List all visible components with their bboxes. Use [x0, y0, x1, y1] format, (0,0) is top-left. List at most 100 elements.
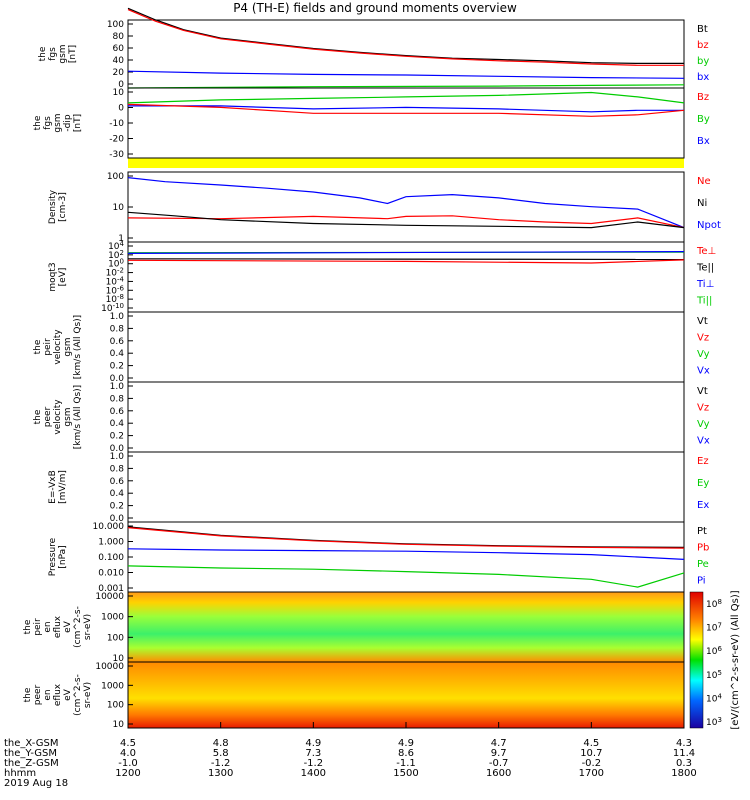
- y-tick-label: -30: [109, 150, 124, 160]
- series-Ti: [127, 251, 685, 254]
- series-By: [127, 91, 685, 104]
- y-axis-label: Pressure[nPa]: [48, 537, 68, 576]
- y-axis-label: thefgsgsm-dip[nT]: [33, 113, 83, 132]
- y-tick-label: 1.000: [98, 538, 124, 548]
- y-tick-label: 0.0: [110, 444, 125, 454]
- series-Pb: [127, 527, 685, 549]
- series-Bx: [128, 105, 684, 113]
- ephemeris-label: hhmm: [4, 768, 36, 779]
- panel-frame: [127, 87, 685, 159]
- y-tick-label: 100: [107, 20, 124, 30]
- status-bar: [128, 158, 684, 168]
- ephemeris-value: 4.3: [676, 738, 692, 749]
- series-by: [127, 84, 685, 89]
- ephemeris-value: 11.4: [673, 748, 695, 759]
- x-tick-label: 1600: [486, 768, 511, 779]
- panel-2: 10 0 -10 -20 -30 thefgsgsm-dip[nT] Bz By Bx: [33, 87, 710, 160]
- ephemeris-value: 4.9: [398, 738, 414, 749]
- series-Te: [127, 259, 685, 264]
- y-tick-label: 0.001: [98, 584, 124, 594]
- legend-entry: Te⊥: [696, 246, 716, 257]
- y-tick-label: 0.6: [110, 477, 125, 487]
- legend-entry: Npot: [697, 220, 721, 231]
- series-bx: [127, 70, 685, 79]
- y-tick-label: 0.2: [110, 502, 124, 512]
- legend-entry: Vt: [697, 316, 708, 327]
- panel-frame: [127, 451, 685, 523]
- panel-7: 1.0 0.8 0.6 0.4 0.2 0.0 E=-VxB[mV/m] Ez Ey Ex: [48, 451, 709, 524]
- y-tick-label: 1.0: [110, 452, 125, 462]
- legend-entry: Vz: [697, 333, 709, 344]
- ephemeris-label: the_X-GSM: [4, 738, 58, 749]
- y-tick-label: -10: [109, 119, 124, 129]
- y-tick-label: 10.000: [93, 522, 125, 532]
- legend-entry: Pi: [697, 576, 706, 587]
- x-tick-label: 1300: [208, 768, 233, 779]
- y-tick-label: 0.2: [110, 362, 124, 372]
- ephemeris-label: the_Z-GSM: [4, 758, 59, 769]
- legend-entry: Vy: [697, 419, 710, 430]
- legend-entry: Bx: [697, 136, 710, 147]
- y-tick-label: 10000: [95, 662, 124, 672]
- y-axis-label: thepeirenefluxeV(cm^2-s-sr-eV): [23, 606, 93, 648]
- ephemeris-value: 9.7: [491, 748, 507, 759]
- x-tick-label: 1500: [393, 768, 418, 779]
- y-axis-label: Density[cm-3]: [48, 189, 68, 224]
- series-Npot: [127, 177, 685, 229]
- y-tick-label: 0.6: [110, 407, 125, 417]
- ephemeris-value: 7.3: [305, 748, 321, 759]
- panel-6: 1.0 0.8 0.6 0.4 0.2 0.0 thepeervelocitygsm[km/…: [33, 381, 710, 454]
- series-Pi: [127, 548, 685, 560]
- y-axis-label: thefgsgsm[nT]: [38, 44, 78, 63]
- ephemeris-value: -0.7: [489, 758, 509, 769]
- panel-8: 10.000 1.000 0.100 0.010 0.001 Pressure[nPa] P…: [48, 521, 709, 594]
- y-tick-label: 10: [113, 203, 125, 213]
- y-tick-label: 100: [107, 633, 124, 643]
- ephemeris-value: 5.8: [213, 748, 229, 759]
- ephemeris-value: 4.9: [305, 738, 321, 749]
- legend-entry: bz: [697, 40, 709, 51]
- x-tick-label: 1800: [671, 768, 696, 779]
- colorbar-tick-label: 104: [706, 692, 722, 704]
- y-axis-label: thepeirvelocitygsm[km/s (All Qs)]: [33, 315, 83, 379]
- ephemeris-value: 4.7: [491, 738, 507, 749]
- colorbar-tick-label: 103: [706, 716, 722, 728]
- panel-frame: [127, 381, 685, 453]
- legend-entry: Pt: [697, 526, 707, 537]
- colorbar-ticks: 108 107 106 105 104 103: [706, 598, 722, 728]
- legend-entry: Pb: [697, 543, 709, 554]
- y-tick-label: 40: [113, 56, 125, 66]
- y-tick-label: 10000: [95, 592, 124, 602]
- legend-entry: Vy: [697, 349, 710, 360]
- legend-entry: bx: [697, 72, 709, 83]
- y-axis-label: thepeervelocitygsm[km/s (All Qs)]: [33, 385, 83, 449]
- panel-frame: [127, 521, 685, 593]
- ephemeris-value: 4.5: [120, 738, 136, 749]
- colorbar: 108 107 106 105 104 103 [eV/(cm^2-s-sr-eV) (A…: [689, 590, 741, 730]
- y-tick-label: 1: [118, 234, 124, 244]
- ephemeris-value: 4.5: [583, 738, 599, 749]
- ephemeris-value: 4.0: [120, 748, 136, 759]
- panels-layer: 100806040200thefgsgsm[nT]Btbzbybx100-10-…: [23, 7, 721, 730]
- x-tick-label: 1400: [301, 768, 326, 779]
- y-tick-label: 0.6: [110, 337, 125, 347]
- legend-entry: Pe: [697, 559, 709, 570]
- y-tick-label: 0.2: [110, 432, 124, 442]
- y-tick-label: 60: [113, 44, 125, 54]
- panel-frame: [127, 311, 685, 383]
- y-tick-label: 20: [113, 68, 125, 78]
- y-tick-label: 1000: [101, 681, 124, 691]
- series-Pe: [127, 565, 685, 588]
- series-Bt: [127, 7, 684, 65]
- y-tick-label: 0.4: [110, 489, 125, 499]
- y-tick-label: 80: [113, 32, 125, 42]
- y-tick-label: 10: [113, 654, 125, 664]
- ephemeris-label: the_Y-GSM: [4, 748, 57, 759]
- colorbar-tick-label: 108: [706, 598, 722, 610]
- legend-entry: Vz: [697, 403, 709, 414]
- y-tick-label: 0.0: [110, 514, 125, 524]
- series-Ne: [127, 215, 685, 229]
- y-tick-label: 0.8: [110, 464, 125, 474]
- series-Bz: [127, 103, 685, 117]
- colorbar-label: [eV/(cm^2-s-sr-eV) (All Qs)]: [730, 590, 741, 729]
